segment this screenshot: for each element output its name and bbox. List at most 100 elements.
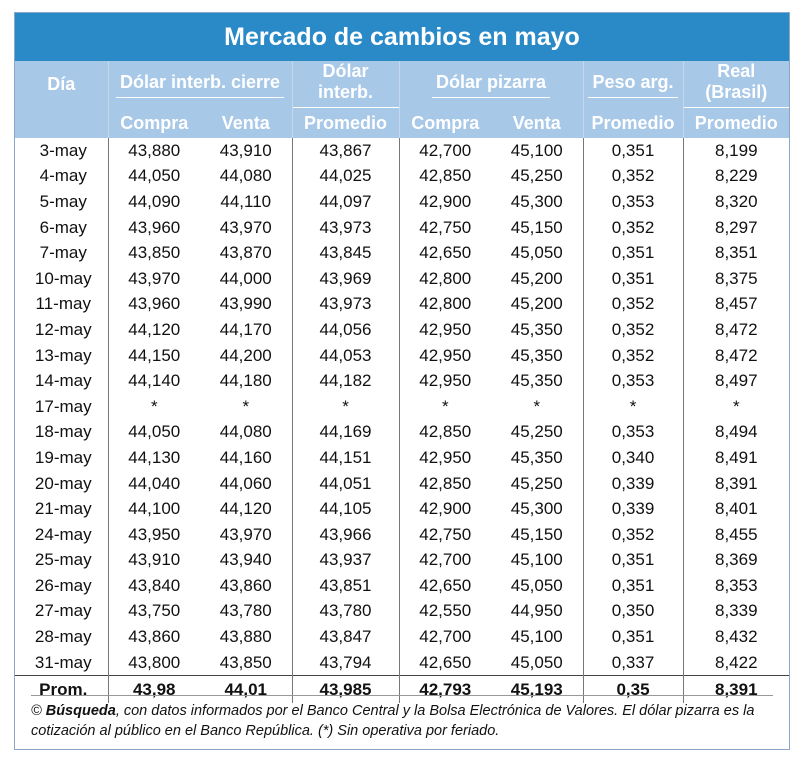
value-cell: 0,339: [582, 496, 684, 522]
value-cell: 42,650: [398, 649, 491, 676]
value-cell: 42,950: [398, 445, 491, 471]
value-cell: 44,01: [200, 675, 292, 704]
value-cell: 8,351: [682, 240, 790, 266]
table-row: 18-may 44,050 44,080 44,169 42,850 45,250 0,35…: [15, 419, 790, 446]
value-cell: 43,847: [291, 624, 399, 650]
value-cell: 0,351: [582, 624, 684, 650]
value-cell: 43,940: [219, 550, 272, 570]
table-row: 27-may 43,750 43,780 43,780 42,550 44,950 0,35…: [15, 598, 790, 625]
note-divider: [31, 695, 773, 696]
table-row: 10-may 43,970 44,000 43,969 42,800 45,200 0,35…: [15, 265, 790, 292]
table-row: 31-may 43,800 43,850 43,794 42,650 45,050 0,33…: [15, 649, 790, 676]
day-cell: 14-may: [34, 371, 92, 391]
value-cell: 43,780: [219, 601, 272, 621]
value-cell: 8,229: [682, 163, 790, 190]
value-cell: 42,700: [398, 624, 491, 650]
value-cell: 44,150: [107, 342, 200, 369]
value-cell: 45,250: [510, 473, 563, 493]
value-cell: 0,351: [582, 265, 684, 292]
day-cell: 11-may: [35, 294, 91, 314]
value-cell: 43,860: [219, 575, 272, 595]
header-sub-compra: Compra: [107, 108, 200, 138]
value-cell: 44,110: [220, 191, 272, 211]
value-cell: 8,401: [682, 496, 790, 522]
value-cell: 0,350: [582, 598, 684, 625]
header-group-real: Real (Brasil): [682, 61, 790, 108]
table-row: 13-may 44,150 44,200 44,053 42,950 45,350 0,35…: [15, 342, 790, 369]
table-row: 26-may 43,840 43,860 43,851 42,650 45,050 0,35…: [15, 573, 790, 599]
value-cell: 0,353: [582, 368, 684, 394]
value-cell: 45,050: [510, 575, 563, 595]
value-cell: 44,180: [219, 371, 272, 391]
value-cell: 8,422: [682, 649, 790, 676]
value-cell: 42,793: [398, 675, 491, 704]
exchange-table: Día Dólar interb. cierre Dólar interb. D…: [15, 61, 790, 704]
value-cell: 45,350: [510, 345, 563, 365]
value-cell: 42,850: [398, 419, 491, 446]
value-cell: 43,960: [107, 214, 200, 241]
value-cell: 45,150: [510, 217, 563, 237]
table-title: Mercado de cambios en mayo: [15, 13, 789, 61]
value-cell: 8,339: [682, 598, 790, 625]
value-cell: 42,550: [398, 598, 491, 625]
value-cell: 42,950: [398, 342, 491, 369]
value-cell: 8,472: [682, 317, 790, 343]
value-cell: 45,050: [510, 652, 563, 672]
value-cell: 0,351: [582, 547, 684, 574]
day-cell: 24-may: [34, 524, 92, 544]
day-cell: Prom.: [15, 675, 108, 704]
value-cell: 43,840: [107, 573, 200, 599]
value-cell: 44,051: [291, 470, 399, 497]
value-cell: 44,182: [291, 368, 399, 394]
value-cell: 43,990: [219, 294, 272, 314]
value-cell: 43,937: [291, 547, 399, 574]
day-cell: 13-may: [34, 345, 92, 365]
value-cell: 43,970: [219, 217, 272, 237]
value-cell: 43,867: [291, 138, 399, 164]
value-cell: 42,700: [398, 138, 491, 164]
value-cell: 44,200: [219, 345, 272, 365]
value-cell: 45,300: [510, 191, 563, 211]
value-cell: 42,900: [398, 496, 491, 522]
value-cell: 44,000: [219, 268, 272, 288]
value-cell: 43,910: [219, 140, 272, 160]
value-cell: 0,353: [582, 419, 684, 446]
value-cell: 42,950: [398, 368, 491, 394]
value-cell: 8,455: [682, 521, 790, 548]
value-cell: 44,040: [107, 470, 200, 497]
value-cell: 43,794: [291, 649, 399, 676]
value-cell: 45,150: [510, 524, 563, 544]
value-cell: 8,391: [682, 675, 790, 704]
table-row: 6-may 43,960 43,970 43,973 42,750 45,150 0,352…: [15, 214, 790, 241]
value-cell: 0,351: [582, 240, 684, 266]
value-cell: 43,969: [291, 265, 399, 292]
value-cell: 44,170: [219, 319, 272, 339]
day-cell: 6-may: [39, 217, 87, 237]
value-cell: 45,250: [510, 422, 563, 442]
value-cell: 44,100: [107, 496, 200, 522]
day-cell: 20-may: [34, 473, 92, 493]
table-row: 17-may * * * * * * *: [15, 393, 790, 420]
day-cell: 5-may: [39, 191, 87, 211]
header-group-interb: Dólar interb.: [291, 61, 399, 108]
value-cell: 43,850: [219, 652, 272, 672]
value-cell: 43,750: [107, 598, 200, 625]
table-body: 3-may 43,880 43,910 43,867 42,700 45,100 0,351…: [15, 138, 790, 704]
value-cell: 8,491: [682, 445, 790, 471]
value-cell: 45,250: [510, 166, 563, 186]
table-row: 3-may 43,880 43,910 43,867 42,700 45,100 0,351…: [15, 138, 790, 164]
value-cell: 44,140: [107, 368, 200, 394]
value-cell: 0,352: [582, 521, 684, 548]
value-cell: 0,352: [582, 317, 684, 343]
value-cell: 45,350: [510, 319, 563, 339]
header-group-peso-arg: Peso arg.: [582, 61, 684, 108]
value-cell: 42,800: [398, 291, 491, 318]
day-cell: 18-may: [34, 422, 92, 442]
value-cell: 0,351: [582, 573, 684, 599]
value-cell: 8,297: [682, 214, 790, 241]
value-cell: 43,970: [107, 265, 200, 292]
value-cell: 44,120: [107, 317, 200, 343]
value-cell: 45,100: [510, 627, 563, 647]
copyright-symbol: ©: [31, 703, 42, 719]
header-row-groups: Día Dólar interb. cierre Dólar interb. D…: [15, 61, 790, 108]
